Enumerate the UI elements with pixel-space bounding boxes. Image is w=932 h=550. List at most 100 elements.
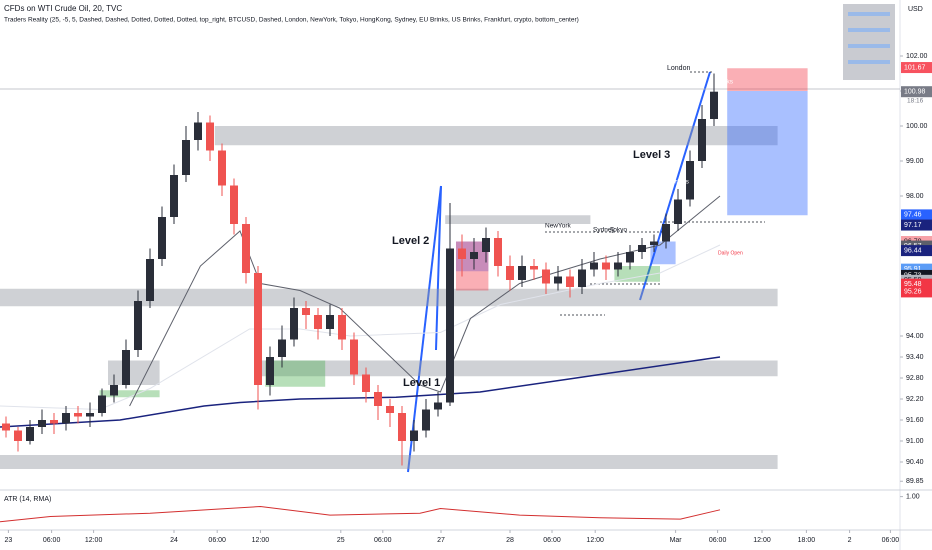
x-tick-label: 06:00 bbox=[374, 537, 392, 544]
annotation: EU Brinks bbox=[660, 179, 690, 186]
chart-title: CFDs on WTI Crude Oil, 20, TVC bbox=[4, 4, 122, 13]
candle-body bbox=[86, 413, 94, 417]
x-tick-label: 28 bbox=[506, 537, 514, 544]
x-tick-label: 06:00 bbox=[543, 537, 561, 544]
candle-body bbox=[698, 119, 706, 161]
indicator-title: ATR (14, RMA) bbox=[4, 496, 51, 503]
y-tick-label: 89.85 bbox=[906, 478, 924, 485]
candle-body bbox=[170, 175, 178, 217]
x-tick-label: 12:00 bbox=[753, 537, 771, 544]
annotation: Sydney bbox=[593, 227, 615, 234]
candle-body bbox=[290, 308, 298, 340]
y-tick-label: 99.00 bbox=[906, 158, 924, 165]
zone bbox=[108, 360, 160, 385]
candle-body bbox=[446, 248, 454, 403]
candle-body bbox=[230, 185, 238, 224]
y-tick-label: 92.80 bbox=[906, 375, 924, 382]
indicator-line bbox=[0, 505, 721, 523]
price-label: 95.91 bbox=[904, 266, 922, 273]
price-label-box bbox=[901, 263, 932, 275]
candle-body bbox=[482, 238, 490, 252]
candle-body bbox=[410, 430, 418, 441]
price-label-box bbox=[901, 62, 932, 74]
x-tick-label: 06:00 bbox=[882, 537, 900, 544]
x-tick-label: Mar bbox=[670, 537, 683, 544]
price-label: 96.44 bbox=[904, 247, 922, 254]
candle-body bbox=[602, 262, 610, 270]
candle-body bbox=[302, 308, 310, 315]
x-tick-label: 27 bbox=[437, 537, 445, 544]
zone bbox=[260, 360, 778, 377]
price-label-box bbox=[901, 245, 932, 257]
price-label: 95.48 bbox=[904, 281, 922, 288]
countdown: 18:16 bbox=[907, 97, 924, 104]
candle-body bbox=[638, 245, 646, 252]
annotation: Daily Open bbox=[718, 250, 743, 256]
candle-body bbox=[494, 238, 502, 266]
annotation: Brinks bbox=[715, 79, 734, 86]
candle-body bbox=[374, 392, 382, 406]
candle-body bbox=[110, 385, 118, 396]
candle-body bbox=[434, 402, 442, 410]
zone bbox=[265, 360, 326, 387]
indicator-tick-label: 1.00 bbox=[906, 493, 920, 500]
candle-body bbox=[458, 248, 466, 259]
price-label-box bbox=[901, 209, 932, 221]
candle-body bbox=[2, 423, 10, 431]
candle-body bbox=[662, 224, 670, 242]
zone bbox=[650, 241, 676, 265]
candle-body bbox=[566, 276, 574, 287]
y-tick-label: 100.00 bbox=[906, 123, 928, 130]
candle-body bbox=[158, 217, 166, 259]
price-label: 100.98 bbox=[904, 89, 926, 96]
candle-body bbox=[590, 262, 598, 270]
candle-body bbox=[266, 357, 274, 385]
x-tick-label: 12:00 bbox=[586, 537, 604, 544]
candle-body bbox=[26, 427, 34, 441]
candle-body bbox=[386, 406, 394, 413]
candle-body bbox=[122, 350, 130, 385]
indicator-settings: Traders Reality (25, -5, 5, Dashed, Dash… bbox=[4, 17, 579, 24]
x-tick-label: 06:00 bbox=[208, 537, 226, 544]
price-label: 97.46 bbox=[904, 212, 922, 219]
zone bbox=[99, 390, 160, 398]
moving-average bbox=[0, 244, 721, 411]
x-tick-label: 18:00 bbox=[798, 537, 816, 544]
candle-body bbox=[182, 140, 190, 175]
y-tick-label: 98.00 bbox=[906, 193, 924, 200]
y-tick-label: 91.60 bbox=[906, 417, 924, 424]
candle-body bbox=[254, 273, 262, 385]
annotation: NewYork bbox=[545, 223, 572, 230]
candle-body bbox=[38, 420, 46, 427]
stats-table bbox=[843, 4, 895, 80]
candle-body bbox=[650, 241, 658, 245]
zone bbox=[727, 91, 808, 216]
x-tick-label: 06:00 bbox=[43, 537, 61, 544]
annotation: Level 3 bbox=[633, 149, 670, 161]
moving-average bbox=[0, 356, 721, 428]
candle-body bbox=[206, 122, 214, 151]
moving-average bbox=[129, 195, 721, 407]
price-label-box bbox=[901, 286, 932, 298]
y-tick-label: 90.40 bbox=[906, 459, 924, 466]
candle-body bbox=[98, 395, 106, 413]
candle-body bbox=[506, 266, 514, 280]
candle-body bbox=[530, 266, 538, 270]
candle-body bbox=[194, 122, 202, 140]
price-label-box bbox=[901, 86, 932, 98]
candle-body bbox=[326, 315, 334, 329]
y-tick-label: 92.20 bbox=[906, 396, 924, 403]
x-tick-label: 24 bbox=[170, 537, 178, 544]
zone bbox=[614, 266, 660, 282]
candle-body bbox=[614, 262, 622, 270]
candle-body bbox=[74, 413, 82, 417]
candle-body bbox=[134, 301, 142, 350]
price-label-box bbox=[901, 278, 932, 290]
candle-body bbox=[626, 252, 634, 263]
candle-body bbox=[554, 276, 562, 284]
currency: USD bbox=[908, 6, 923, 13]
annotation: Level 2 bbox=[392, 235, 429, 247]
candle-body bbox=[422, 409, 430, 431]
